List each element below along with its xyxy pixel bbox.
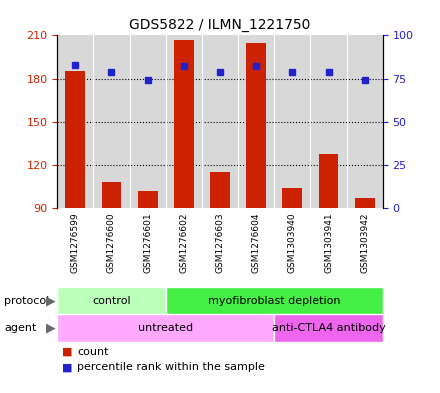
- Bar: [57, 287, 166, 314]
- Bar: [166, 287, 383, 314]
- Bar: [102, 182, 121, 208]
- Text: GSM1276604: GSM1276604: [252, 212, 260, 273]
- Text: GSM1276603: GSM1276603: [216, 212, 224, 273]
- Text: ▶: ▶: [46, 321, 55, 335]
- Text: GSM1276599: GSM1276599: [71, 212, 80, 273]
- Text: GSM1276601: GSM1276601: [143, 212, 152, 273]
- Bar: [355, 198, 375, 208]
- Text: percentile rank within the sample: percentile rank within the sample: [77, 362, 265, 373]
- Bar: [210, 172, 230, 208]
- Bar: [57, 314, 274, 342]
- Text: anti-CTLA4 antibody: anti-CTLA4 antibody: [271, 323, 385, 333]
- Text: agent: agent: [4, 323, 37, 333]
- Text: GDS5822 / ILMN_1221750: GDS5822 / ILMN_1221750: [129, 18, 311, 32]
- Text: ■: ■: [62, 347, 72, 357]
- Bar: [246, 42, 266, 208]
- Text: control: control: [92, 296, 131, 306]
- Bar: [319, 154, 338, 208]
- Bar: [174, 40, 194, 208]
- Text: GSM1276602: GSM1276602: [180, 212, 188, 273]
- Text: GSM1276600: GSM1276600: [107, 212, 116, 273]
- Text: GSM1303940: GSM1303940: [288, 212, 297, 273]
- Bar: [274, 314, 383, 342]
- Text: GSM1303941: GSM1303941: [324, 212, 333, 273]
- Text: myofibroblast depletion: myofibroblast depletion: [208, 296, 341, 306]
- Text: protocol: protocol: [4, 296, 50, 306]
- Text: ▶: ▶: [46, 294, 55, 307]
- Text: ■: ■: [62, 362, 72, 373]
- Bar: [66, 72, 85, 208]
- Bar: [138, 191, 158, 208]
- Text: untreated: untreated: [138, 323, 193, 333]
- Text: count: count: [77, 347, 109, 357]
- Text: GSM1303942: GSM1303942: [360, 212, 369, 273]
- Bar: [282, 188, 302, 208]
